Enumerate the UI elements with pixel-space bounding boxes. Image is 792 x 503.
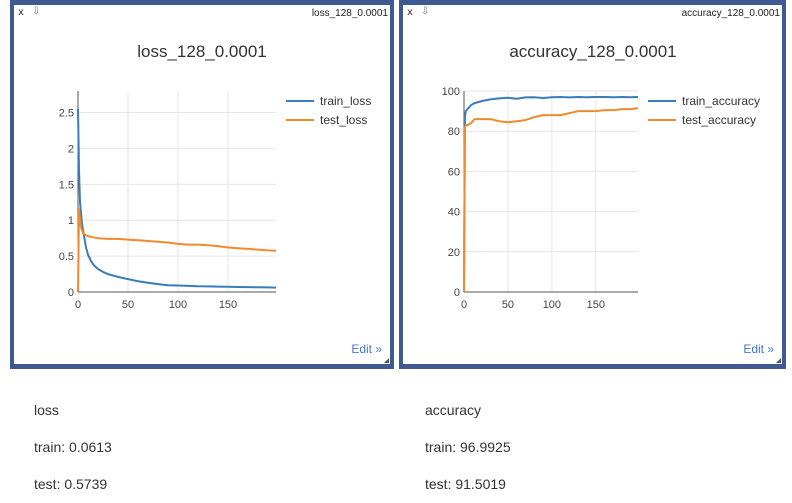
y-tick-label: 80 (448, 126, 460, 138)
resize-handle[interactable] (776, 358, 781, 363)
y-tick-label: 0 (68, 287, 74, 299)
loss-stats-heading: loss (34, 402, 59, 418)
accuracy-chart-canvas: x ⇩ accuracy_128_0.0001 accuracy_128_0.0… (403, 5, 782, 364)
edit-link[interactable]: Edit » (743, 342, 774, 356)
accuracy-chart-panel: x ⇩ accuracy_128_0.0001 accuracy_128_0.0… (399, 0, 786, 369)
x-tick-label: 50 (502, 299, 514, 311)
loss-chart-canvas: x ⇩ loss_128_0.0001 loss_128_0.0001 0 0.5 1… (14, 5, 390, 364)
close-icon[interactable]: x (18, 7, 24, 18)
accuracy-chart: accuracy_128_0.0001 0 20 40 60 80 100 0 50 100 150… (442, 42, 760, 311)
legend-label: train_accuracy (682, 94, 760, 108)
chart-title: accuracy_128_0.0001 (509, 42, 676, 61)
y-tick-label: 60 (448, 166, 460, 178)
legend-label: train_loss (320, 94, 371, 108)
legend-label: test_loss (320, 113, 367, 127)
edit-link[interactable]: Edit » (351, 342, 382, 356)
accuracy-test-value: test: 91.5019 (425, 476, 506, 492)
pin-icon[interactable]: ⇩ (32, 6, 41, 17)
accuracy-train-value: train: 96.9925 (425, 439, 511, 455)
series-line-train_accuracy (463, 96, 639, 293)
x-tick-label: 150 (587, 299, 605, 311)
y-tick-label: 40 (448, 207, 460, 219)
series-line-test_accuracy (463, 107, 639, 293)
accuracy-stats-heading: accuracy (425, 402, 482, 418)
window-title: accuracy_128_0.0001 (681, 8, 780, 19)
x-tick-label: 50 (122, 299, 134, 311)
y-tick-label: 0 (454, 287, 460, 299)
series-line-train_loss (77, 108, 277, 289)
y-tick-label: 1.5 (59, 179, 74, 191)
y-tick-label: 0.5 (59, 251, 74, 263)
window-title: loss_128_0.0001 (311, 8, 388, 19)
close-icon[interactable]: x (407, 7, 413, 18)
x-tick-label: 0 (461, 299, 467, 311)
x-tick-label: 100 (543, 299, 561, 311)
y-tick-label: 20 (448, 247, 460, 259)
loss-chart: loss_128_0.0001 0 0.5 1 1.5 2 2.5 0 50 100 150 trai… (59, 42, 372, 311)
x-tick-label: 150 (219, 299, 237, 311)
x-tick-label: 100 (169, 299, 187, 311)
loss-train-value: train: 0.0613 (34, 439, 112, 455)
loss-test-value: test: 0.5739 (34, 476, 108, 492)
y-tick-label: 1 (68, 215, 74, 227)
pin-icon[interactable]: ⇩ (421, 6, 430, 17)
y-tick-label: 100 (442, 86, 460, 98)
loss-chart-panel: x ⇩ loss_128_0.0001 loss_128_0.0001 0 0.5 1… (10, 0, 394, 369)
y-tick-label: 2 (68, 143, 74, 155)
series-line-test_loss (77, 208, 277, 293)
chart-title: loss_128_0.0001 (137, 42, 267, 61)
x-tick-label: 0 (75, 299, 81, 311)
y-tick-label: 2.5 (59, 108, 74, 120)
resize-handle[interactable] (384, 358, 389, 363)
legend-label: test_accuracy (682, 113, 756, 127)
